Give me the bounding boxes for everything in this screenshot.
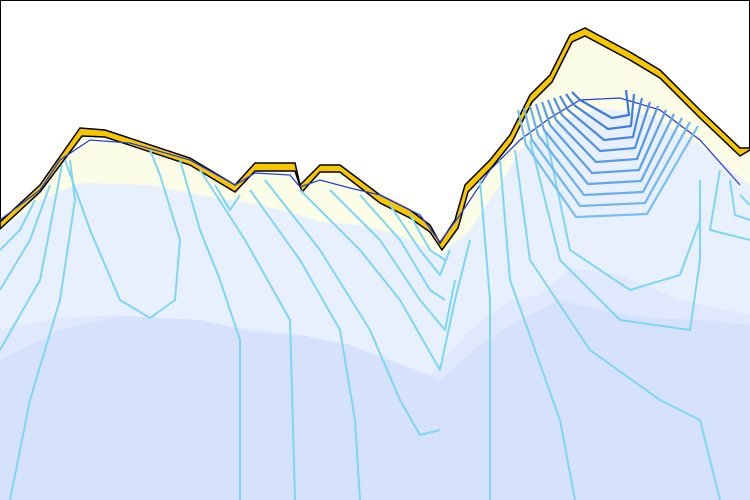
dome-contour <box>565 93 636 131</box>
contour <box>359 194 446 301</box>
dome-contour <box>553 97 652 153</box>
contour <box>249 189 361 500</box>
contour <box>739 194 750 206</box>
dome-contours <box>516 89 699 219</box>
contour <box>199 169 296 500</box>
contour <box>479 179 491 500</box>
dome-contour <box>571 89 631 120</box>
contour <box>529 139 701 331</box>
dome-contour <box>559 95 644 142</box>
contour <box>179 159 241 500</box>
contour <box>64 149 181 319</box>
interface-line <box>0 97 741 244</box>
contour <box>0 164 63 351</box>
dome-contour <box>516 109 699 219</box>
contour <box>409 214 446 261</box>
dome-contour <box>534 103 675 186</box>
contour <box>329 189 456 331</box>
contour <box>709 169 750 241</box>
contour <box>0 199 36 251</box>
contour <box>544 129 701 291</box>
contour <box>0 184 51 291</box>
contour <box>299 189 471 371</box>
contour <box>9 159 76 500</box>
contour <box>264 179 441 436</box>
dome-contour <box>540 101 668 175</box>
contour <box>499 159 576 500</box>
dome-contour <box>528 105 683 197</box>
dome-contour <box>546 99 660 164</box>
contour <box>214 184 241 211</box>
dome-contour <box>522 107 691 208</box>
surface-band <box>0 27 750 252</box>
base-zone <box>0 300 750 500</box>
contours <box>0 129 750 500</box>
contour <box>389 204 451 276</box>
contour <box>729 179 750 221</box>
contour <box>514 149 721 500</box>
